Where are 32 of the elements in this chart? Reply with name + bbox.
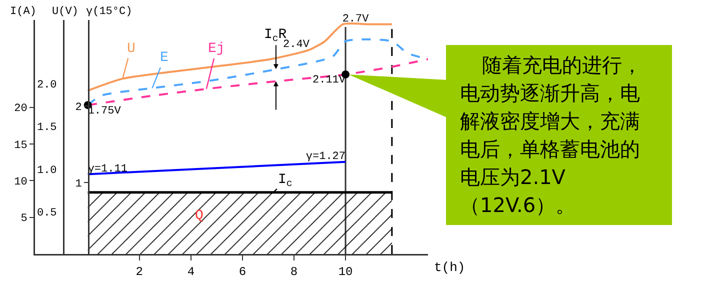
y-tick-label: 15 bbox=[14, 140, 28, 152]
annotation: Q bbox=[195, 208, 204, 224]
series-label: I$_{c}$ bbox=[278, 172, 292, 189]
y2-tick-label: 1.5 bbox=[36, 122, 57, 134]
y2-tick-label: 0.5 bbox=[36, 207, 57, 220]
y2-tick-label: 1.0 bbox=[36, 164, 57, 177]
y-tick-label: 20 bbox=[14, 103, 28, 116]
data-label: 2.11V bbox=[312, 74, 346, 87]
data-label: 1.75V bbox=[88, 105, 122, 118]
series-label: E bbox=[160, 50, 168, 66]
data-label: 2.4V bbox=[283, 39, 310, 52]
series-label: U bbox=[127, 41, 136, 57]
data-label: 2.7V bbox=[342, 14, 370, 26]
y-tick-label: 5 bbox=[20, 213, 28, 226]
x-tick-label: 4 bbox=[187, 264, 195, 279]
y3-tick-label: 2 bbox=[75, 102, 82, 114]
y2-tick-label: 2.0 bbox=[36, 80, 57, 92]
x-tick-label: 8 bbox=[290, 264, 298, 279]
x-tick-label: 2 bbox=[136, 264, 143, 279]
data-label: γ=1.11 bbox=[88, 163, 128, 176]
y-tick-label: 10 bbox=[14, 176, 28, 188]
y3-tick-label: 1 bbox=[75, 178, 82, 190]
y2-axis-title: U(V) bbox=[52, 6, 78, 18]
text: Ej bbox=[208, 41, 225, 57]
data-label: γ=1.27 bbox=[306, 151, 346, 164]
text: 随着充电的进行，电动势逐渐升高，电解液密度增大，充满电后，单格蓄电池的电压为2.1V（12V.6）。 bbox=[459, 52, 643, 219]
x-tick-label: 6 bbox=[238, 264, 246, 279]
x-tick-label: 10 bbox=[338, 264, 353, 279]
y3-axis-title: γ(15°C) bbox=[86, 6, 132, 18]
x-axis-title: t(h) bbox=[434, 260, 466, 275]
y-axis-title: I(A) bbox=[10, 6, 36, 18]
line-series bbox=[86, 22, 393, 92]
